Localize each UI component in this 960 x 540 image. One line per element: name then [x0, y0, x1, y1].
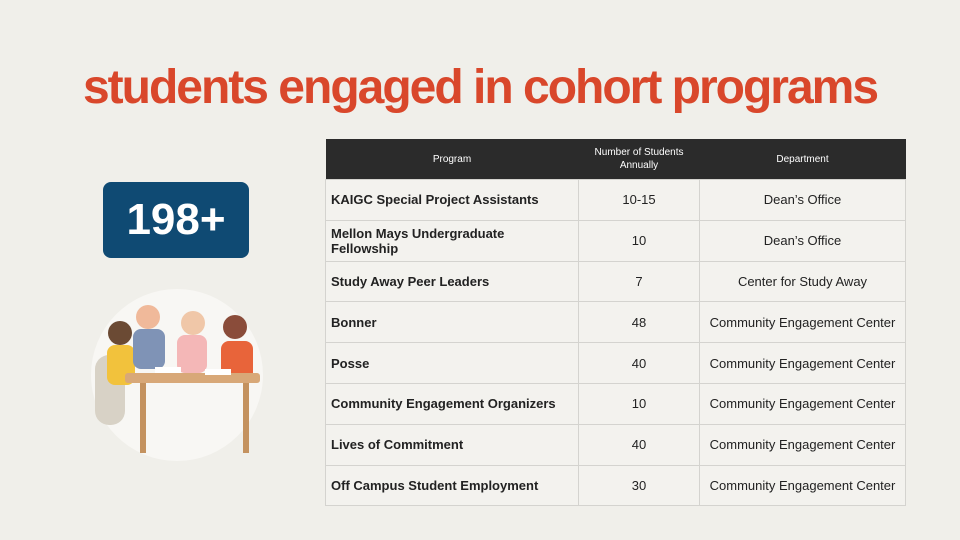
illustration — [91, 289, 263, 461]
count-cell: 40 — [578, 423, 700, 466]
program-cell: Study Away Peer Leaders — [325, 260, 579, 303]
table-row: Study Away Peer Leaders 7 Center for Study… — [325, 260, 906, 303]
program-cell: Community Engagement Organizers — [325, 382, 579, 425]
count-cell: 30 — [578, 464, 700, 507]
count-cell: 10 — [578, 219, 700, 262]
table-row: Posse 40 Community Engagement Center — [325, 342, 906, 384]
program-cell: Lives of Commitment — [325, 423, 579, 466]
program-cell: Posse — [325, 342, 579, 384]
count-cell: 7 — [578, 260, 700, 303]
header-cell: Number of Students Annually — [578, 139, 700, 180]
table-row: Mellon Mays Undergraduate Fellowship 10 De… — [325, 219, 906, 262]
book — [205, 369, 231, 375]
program-cell: KAIGC Special Project Assistants — [325, 179, 579, 221]
person — [136, 305, 160, 329]
table-row: KAIGC Special Project Assistants 10-15 Dea… — [325, 179, 906, 221]
department-cell: Community Engagement Center — [699, 301, 906, 344]
person — [223, 315, 247, 339]
count-cell: 48 — [578, 301, 700, 344]
desk-leg — [243, 383, 249, 453]
person — [108, 321, 132, 345]
program-cell: Off Campus Student Employment — [325, 464, 579, 507]
header-row: Program Number of Students Annually Depart… — [325, 139, 906, 180]
table-body: KAIGC Special Project Assistants 10-15 Dea… — [325, 179, 906, 507]
book — [155, 367, 181, 373]
title: students engaged in cohort programs — [82, 61, 879, 114]
count-cell: 10-15 — [578, 179, 700, 221]
person — [177, 335, 207, 373]
department-cell: Dean’s Office — [699, 219, 906, 262]
person — [181, 311, 205, 335]
table-row: Community Engagement Organizers 10 Communi… — [325, 382, 906, 425]
count-cell: 40 — [578, 342, 700, 384]
department-cell: Community Engagement Center — [699, 423, 906, 466]
department-cell: Community Engagement Center — [699, 342, 906, 384]
header-cell: Program — [325, 139, 579, 180]
stat-badge: 198+ — [103, 182, 249, 258]
department-cell: Dean’s Office — [699, 179, 906, 221]
count-cell: 10 — [578, 382, 700, 425]
table-row: Bonner 48 Community Engagement Center — [325, 301, 906, 344]
person — [133, 329, 165, 369]
department-cell: Community Engagement Center — [699, 382, 906, 425]
program-cell: Bonner — [325, 301, 579, 344]
department-cell: Center for Study Away — [699, 260, 906, 303]
desk-leg — [140, 383, 146, 453]
programs-table: Program Number of Students Annually Depart… — [325, 139, 906, 507]
table-row: Off Campus Student Employment 30 Community… — [325, 464, 906, 507]
header-cell: Department — [699, 139, 906, 180]
program-cell: Mellon Mays Undergraduate Fellowship — [325, 219, 579, 262]
desk — [125, 373, 260, 383]
table-row: Lives of Commitment 40 Community Engagemen… — [325, 423, 906, 466]
department-cell: Community Engagement Center — [699, 464, 906, 507]
